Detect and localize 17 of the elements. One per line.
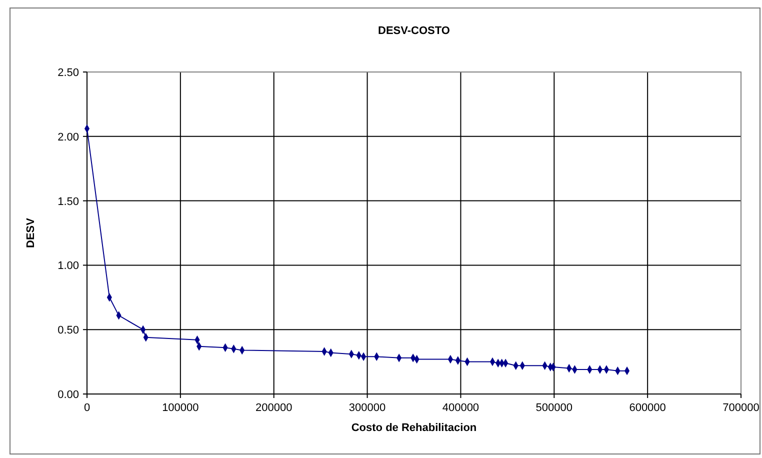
- y-tick-label: 2.00: [58, 131, 79, 144]
- x-tick-label: 0: [84, 402, 90, 414]
- y-tick-label: 2.50: [58, 67, 79, 79]
- y-tick-label: 0.00: [58, 389, 79, 401]
- y-tick-label: 0.50: [58, 324, 79, 337]
- x-tick-label: 100000: [162, 402, 199, 414]
- y-axis-title: DESV: [25, 217, 37, 248]
- y-tick-label: 1.00: [58, 260, 79, 272]
- x-tick-label: 400000: [442, 402, 480, 414]
- x-tick-label: 300000: [348, 402, 386, 414]
- x-axis-title: Costo de Rehabilitacion: [351, 422, 477, 434]
- y-tick-label: 1.50: [58, 196, 79, 208]
- x-tick-label: 600000: [629, 402, 666, 414]
- x-tick-label: 700000: [722, 402, 760, 414]
- x-tick-label: 500000: [536, 402, 572, 414]
- chart-title: DESV-COSTO: [378, 25, 450, 37]
- x-tick-label: 200000: [256, 402, 292, 414]
